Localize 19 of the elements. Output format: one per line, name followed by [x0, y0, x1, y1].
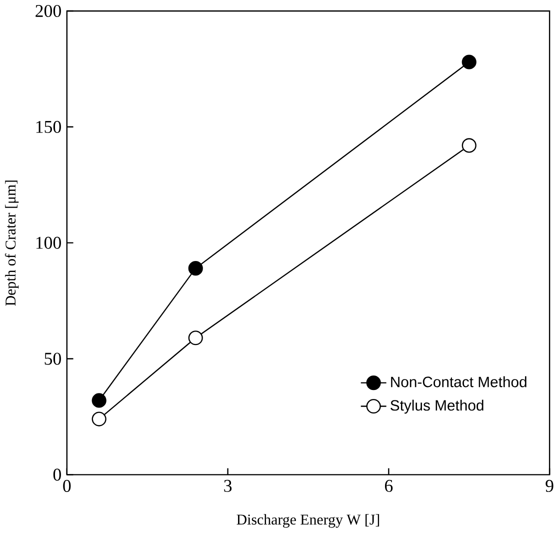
- point: [462, 138, 476, 153]
- x-tick-label: 9: [546, 480, 554, 492]
- point: [92, 393, 106, 408]
- point: [462, 54, 476, 70]
- y-tick-label: 100: [36, 236, 61, 250]
- y-tick-label: 0: [53, 468, 61, 481]
- point: [188, 261, 203, 276]
- legend-label: Non-Contact Method: [391, 376, 526, 388]
- y-tick-label: 200: [36, 5, 61, 18]
- y-axis-title: Depth of Crater [μm]: [4, 180, 19, 306]
- x-tick-label: 0: [63, 480, 71, 492]
- y-tick-label: 150: [36, 121, 61, 134]
- x-tick-label: 6: [384, 480, 393, 492]
- y-tick-label: 50: [44, 352, 61, 365]
- point: [92, 412, 106, 426]
- point: [188, 330, 203, 346]
- x-tick-label: 3: [224, 480, 232, 492]
- x-axis-title: Discharge Energy W [J]: [236, 514, 380, 528]
- legend-label: Stylus Method: [390, 400, 484, 414]
